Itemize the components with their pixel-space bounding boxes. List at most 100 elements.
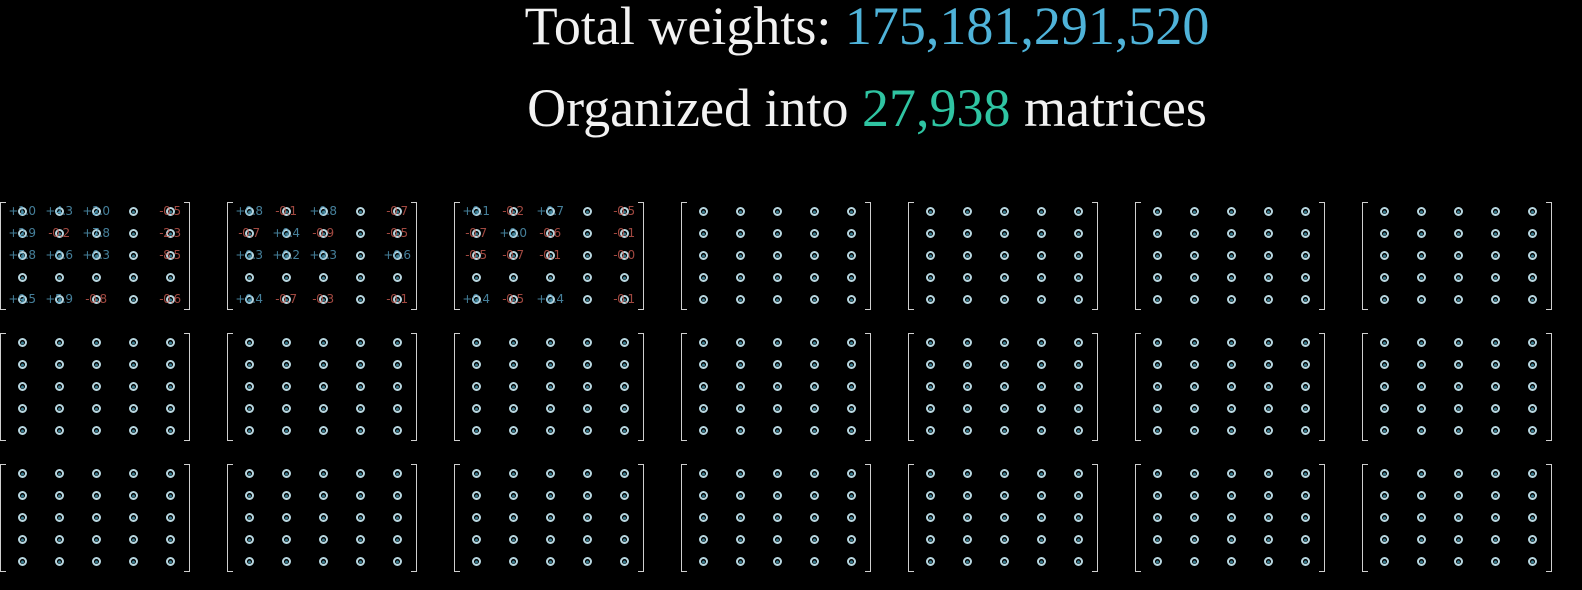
matrix-cell: [498, 551, 528, 571]
weight-dot: [809, 556, 819, 566]
matrix-cell: [498, 420, 528, 440]
matrix-cell: [1253, 223, 1283, 243]
weight-dot: [392, 403, 402, 413]
matrix-cell: [915, 398, 945, 418]
weight-dot: [1189, 490, 1199, 500]
matrix-cell: [572, 223, 602, 243]
matrix-cell: -0.1: [271, 201, 301, 221]
weight-dot: [1527, 403, 1537, 413]
matrix-cell: [7, 267, 37, 287]
weight-dot: [582, 250, 592, 260]
matrix-cell: [44, 376, 74, 396]
weight-dot: [1073, 337, 1083, 347]
matrix-cell: [1517, 551, 1547, 571]
weight-dot: [508, 403, 518, 413]
weight-dot: [962, 228, 972, 238]
weight-dot: [1073, 425, 1083, 435]
matrix-cell: [1253, 332, 1283, 352]
matrix-cell: [1443, 420, 1473, 440]
matrix-cell: [461, 485, 491, 505]
matrix-cell: [836, 507, 866, 527]
matrix-cell: [915, 267, 945, 287]
matrix-cell: [609, 376, 639, 396]
weight-matrix: +0.1 -0.2 +0.7 -0.5 -0.7 +0.0 -0.6 -0.1 -0.5 -0.7…: [454, 202, 644, 310]
weight-dot: [962, 206, 972, 216]
weight-dot: [1226, 294, 1236, 304]
weight-dot: [281, 512, 291, 522]
weight-dot: [545, 490, 555, 500]
matrix-cell: [1179, 507, 1209, 527]
weight-dot: [1379, 250, 1389, 260]
matrix-cell: [461, 420, 491, 440]
matrix-cell: [1406, 398, 1436, 418]
matrix-cell: [271, 354, 301, 374]
weight-matrix: [908, 464, 1098, 572]
matrix-cell: [836, 485, 866, 505]
weight-dot: [244, 294, 254, 304]
matrix-cell: [461, 507, 491, 527]
matrix-cell: [1253, 529, 1283, 549]
matrix-cell: [1179, 354, 1209, 374]
weight-dot: [1379, 403, 1389, 413]
matrix-cell: [688, 267, 718, 287]
matrix-cell: [118, 201, 148, 221]
weight-dot: [846, 294, 856, 304]
matrix-left-bracket: [1135, 202, 1141, 310]
matrix-cell: [836, 245, 866, 265]
matrix-cell: [725, 551, 755, 571]
weight-dot: [17, 425, 27, 435]
matrix-cell: [1480, 529, 1510, 549]
weight-dot: [1036, 403, 1046, 413]
weight-dot: [355, 381, 365, 391]
matrix-right-bracket: [865, 464, 871, 572]
matrix-cell: [1026, 485, 1056, 505]
matrix-cell: [1406, 529, 1436, 549]
matrix-cell: [382, 354, 412, 374]
matrix-cell: [382, 507, 412, 527]
weight-dot: [1490, 228, 1500, 238]
weight-dot: [91, 337, 101, 347]
matrix-cell: [1517, 354, 1547, 374]
matrix-cell: +0.7: [535, 201, 565, 221]
weight-dot: [1300, 425, 1310, 435]
matrix-cell: -0.9: [308, 223, 338, 243]
weight-dot: [1189, 425, 1199, 435]
matrix-left-bracket: [1135, 333, 1141, 441]
matrix-left-bracket: [0, 464, 6, 572]
matrix-cell: [609, 420, 639, 440]
weight-dot: [1453, 534, 1463, 544]
weight-dot: [698, 381, 708, 391]
matrix-right-bracket: [411, 202, 417, 310]
matrix-cell: -0.6: [535, 223, 565, 243]
matrix-cell: [762, 376, 792, 396]
matrix-cell: [118, 354, 148, 374]
matrix-cell: [799, 289, 829, 309]
matrix-cell: [1406, 507, 1436, 527]
weight-dot: [1416, 512, 1426, 522]
weight-dot: [999, 425, 1009, 435]
weight-value: -0.9: [312, 226, 334, 240]
weight-dot: [281, 425, 291, 435]
weight-matrix: [908, 202, 1098, 310]
matrix-cell: [345, 289, 375, 309]
matrix-cell: +7.8: [81, 223, 111, 243]
matrix-cell: [725, 507, 755, 527]
weight-dot: [582, 403, 592, 413]
weight-dot: [1527, 337, 1537, 347]
weight-value: -0.6: [159, 292, 181, 306]
matrix-cell: [572, 529, 602, 549]
matrix-cell: [799, 223, 829, 243]
matrix-cell: [155, 529, 185, 549]
weight-dot: [1490, 468, 1500, 478]
weight-dot: [1379, 206, 1389, 216]
matrix-cell: [44, 551, 74, 571]
weight-dot: [809, 228, 819, 238]
matrix-cell: [118, 420, 148, 440]
matrix-cell: [1253, 201, 1283, 221]
weight-value: -0.5: [613, 204, 635, 218]
matrix-right-bracket: [1092, 202, 1098, 310]
matrix-left-bracket: [681, 464, 687, 572]
weight-dot: [244, 468, 254, 478]
matrix-cell: [118, 529, 148, 549]
weight-dot: [165, 490, 175, 500]
